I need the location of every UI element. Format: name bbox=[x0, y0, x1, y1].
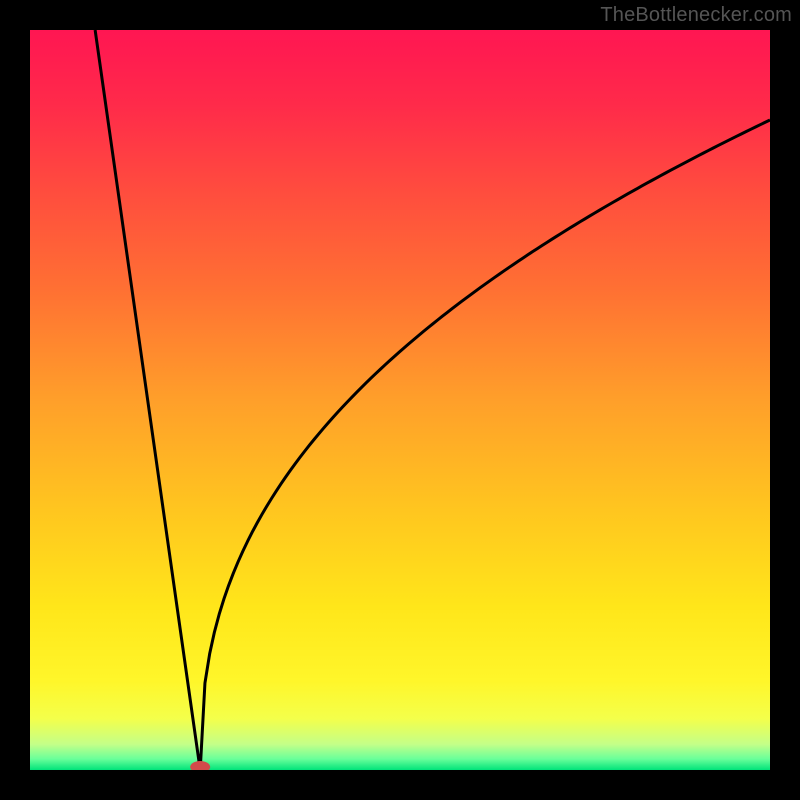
watermark-text: TheBottlenecker.com bbox=[600, 4, 792, 27]
chart-container: TheBottlenecker.com bbox=[0, 0, 800, 800]
bottleneck-chart bbox=[0, 0, 800, 800]
gradient-background bbox=[30, 30, 770, 770]
